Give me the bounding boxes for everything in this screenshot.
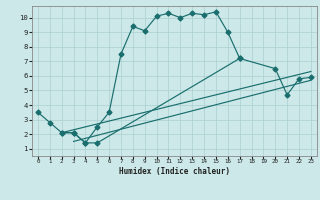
- X-axis label: Humidex (Indice chaleur): Humidex (Indice chaleur): [119, 167, 230, 176]
